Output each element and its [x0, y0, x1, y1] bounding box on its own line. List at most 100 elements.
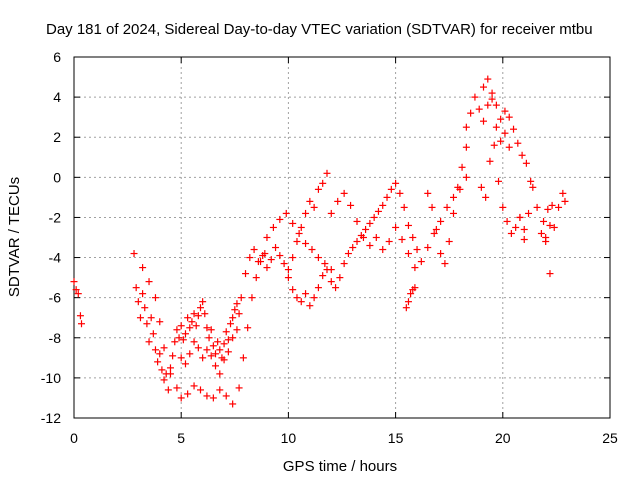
y-tick-label: -2: [49, 209, 62, 225]
data-point: [424, 244, 432, 252]
data-point: [263, 234, 271, 241]
data-point: [340, 260, 348, 268]
data-point: [488, 95, 496, 103]
data-point: [482, 193, 490, 201]
data-point: [495, 177, 503, 185]
data-point: [510, 125, 518, 133]
data-point: [143, 320, 151, 328]
data-point: [220, 356, 228, 364]
data-point: [525, 209, 533, 217]
data-point: [235, 310, 243, 318]
data-point: [147, 314, 155, 322]
data-point: [402, 304, 410, 312]
data-point: [323, 169, 331, 177]
y-tick-label: 6: [53, 49, 61, 65]
data-point: [462, 143, 470, 151]
data-point: [295, 229, 303, 237]
x-tick-label: 25: [602, 430, 618, 446]
data-point: [501, 129, 509, 137]
data-point: [349, 244, 357, 252]
data-point: [136, 314, 144, 322]
y-tick-label: -8: [49, 330, 62, 346]
x-tick-label: 10: [281, 430, 297, 446]
data-point: [177, 322, 185, 330]
data-point: [282, 209, 290, 217]
data-point: [374, 207, 382, 215]
data-point: [145, 338, 153, 346]
data-point: [244, 324, 252, 332]
data-point: [520, 225, 528, 233]
data-point: [372, 234, 380, 241]
data-point: [347, 201, 355, 209]
data-point: [499, 203, 507, 211]
data-point: [252, 274, 260, 282]
data-point: [449, 193, 457, 201]
data-point: [149, 330, 157, 338]
data-point: [239, 354, 247, 362]
data-point: [72, 286, 80, 294]
data-point: [441, 260, 449, 268]
data-point: [404, 298, 412, 306]
data-point: [229, 314, 237, 322]
y-tick-label: 2: [53, 129, 61, 145]
data-point: [293, 294, 301, 302]
data-point: [139, 264, 147, 272]
data-point: [437, 250, 445, 258]
plot-frame: [73, 56, 611, 419]
data-point: [321, 260, 329, 268]
data-point: [242, 270, 250, 278]
data-point: [177, 394, 185, 402]
data-point: [492, 101, 500, 109]
data-point: [209, 394, 217, 402]
data-point: [284, 274, 292, 282]
data-point: [214, 338, 222, 346]
data-point: [164, 386, 172, 394]
data-point: [533, 203, 541, 211]
data-point: [490, 141, 498, 149]
data-point: [484, 101, 492, 109]
data-point: [289, 219, 297, 227]
y-axis-title: SDTVAR / TECUs: [6, 177, 23, 297]
data-point: [540, 217, 548, 225]
data-point: [546, 221, 554, 229]
data-point: [263, 264, 271, 272]
data-point: [74, 290, 82, 298]
x-tick-label: 20: [495, 430, 511, 446]
data-point: [293, 238, 301, 246]
data-point: [154, 358, 162, 366]
data-point: [520, 236, 528, 244]
data-point: [160, 376, 168, 384]
data-point: [284, 266, 292, 274]
data-point: [353, 217, 361, 225]
data-point: [173, 384, 181, 392]
data-point: [480, 83, 488, 91]
data-point: [409, 234, 417, 241]
data-point: [492, 123, 500, 131]
chart-title: Day 181 of 2024, Sidereal Day-to-day VTE…: [46, 21, 593, 38]
data-point: [542, 234, 550, 241]
data-point: [205, 334, 213, 342]
data-point: [222, 392, 230, 400]
data-point: [503, 217, 511, 225]
data-point: [199, 354, 207, 362]
data-point: [212, 362, 220, 370]
data-point: [160, 344, 168, 352]
data-point: [359, 234, 367, 241]
data-point: [379, 201, 387, 209]
data-point: [166, 364, 174, 372]
data-point: [559, 189, 567, 197]
data-point: [134, 298, 142, 306]
data-point: [306, 302, 314, 310]
data-point: [366, 219, 374, 227]
data-point: [428, 203, 436, 211]
data-point: [477, 183, 485, 191]
data-point: [314, 185, 322, 193]
data-point: [132, 284, 140, 292]
data-point: [188, 318, 196, 326]
data-point: [250, 246, 258, 254]
data-point: [194, 312, 202, 320]
data-point: [233, 326, 241, 334]
data-points: [70, 75, 569, 408]
data-point: [443, 203, 451, 211]
